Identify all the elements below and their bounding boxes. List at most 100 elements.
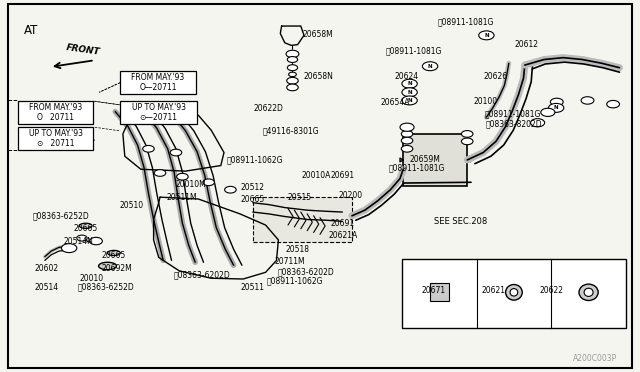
Circle shape	[479, 31, 494, 40]
Text: AT: AT	[24, 24, 38, 37]
Text: ⊙—20711: ⊙—20711	[140, 113, 178, 122]
Circle shape	[402, 96, 417, 105]
Circle shape	[422, 62, 438, 71]
Text: 20010: 20010	[79, 274, 104, 283]
Circle shape	[143, 145, 154, 152]
Text: N: N	[428, 64, 433, 69]
Text: Ⓝ08363-6202D: Ⓝ08363-6202D	[174, 271, 230, 280]
Text: 20665: 20665	[102, 251, 126, 260]
Text: Ⓝ08363-6252D: Ⓝ08363-6252D	[78, 283, 134, 292]
Text: N: N	[554, 105, 559, 110]
Text: Ⓝ08363-6202D: Ⓝ08363-6202D	[278, 267, 334, 276]
Circle shape	[461, 131, 473, 137]
Circle shape	[90, 237, 102, 245]
Text: N: N	[407, 90, 412, 95]
Ellipse shape	[108, 250, 120, 256]
Text: 20665: 20665	[240, 195, 264, 204]
Text: 20658N: 20658N	[304, 72, 333, 81]
Circle shape	[289, 72, 296, 77]
Ellipse shape	[506, 285, 522, 300]
Text: ⊙   20711: ⊙ 20711	[37, 139, 74, 148]
Circle shape	[154, 170, 166, 176]
Circle shape	[401, 137, 413, 144]
Text: Ⓚ08911-1081G: Ⓚ08911-1081G	[438, 17, 494, 26]
Circle shape	[225, 186, 236, 193]
Text: 20518: 20518	[285, 245, 310, 254]
Text: UP TO MAY.'93: UP TO MAY.'93	[29, 129, 83, 138]
Circle shape	[402, 79, 417, 88]
Circle shape	[541, 108, 555, 116]
Circle shape	[401, 131, 413, 137]
Circle shape	[607, 100, 620, 108]
Circle shape	[203, 179, 214, 186]
Circle shape	[287, 84, 298, 91]
Text: 20515: 20515	[287, 193, 312, 202]
Text: FROM MAY.'93: FROM MAY.'93	[29, 103, 83, 112]
Text: 20691: 20691	[331, 219, 355, 228]
Text: Ⓚ08911-1081G: Ⓚ08911-1081G	[388, 164, 445, 173]
Text: Ⓚ08911-1081G: Ⓚ08911-1081G	[485, 109, 541, 118]
Bar	[403, 134, 467, 186]
Bar	[18, 101, 93, 124]
Text: N: N	[484, 33, 489, 38]
Ellipse shape	[79, 223, 92, 228]
Bar	[402, 259, 626, 328]
Bar	[253, 197, 352, 242]
Bar	[18, 127, 93, 150]
Text: Ⓚ08911-1081G: Ⓚ08911-1081G	[386, 47, 442, 56]
Text: UP TO MAY.'93: UP TO MAY.'93	[132, 103, 186, 112]
Text: 20511M: 20511M	[166, 193, 197, 202]
Circle shape	[400, 123, 414, 131]
Text: A200C003P: A200C003P	[573, 354, 618, 363]
Text: 20511: 20511	[240, 283, 264, 292]
Text: FROM MAY.'93: FROM MAY.'93	[131, 73, 185, 82]
Circle shape	[287, 77, 298, 84]
Text: O—20711: O—20711	[140, 83, 177, 92]
Text: 20100: 20100	[473, 97, 497, 106]
Text: N: N	[407, 81, 412, 86]
Text: 20658M: 20658M	[303, 31, 333, 39]
Circle shape	[548, 103, 564, 112]
Text: SEE SEC.208: SEE SEC.208	[434, 217, 487, 226]
Text: 20659M: 20659M	[410, 155, 440, 164]
Text: 20010A: 20010A	[301, 171, 331, 180]
Text: 20510: 20510	[120, 201, 144, 210]
Text: Ⓝ08363-6252D: Ⓝ08363-6252D	[33, 211, 90, 220]
Ellipse shape	[99, 262, 116, 270]
Bar	[120, 101, 197, 124]
Circle shape	[550, 98, 563, 106]
Text: Ⓛ49116-8301G: Ⓛ49116-8301G	[263, 126, 319, 135]
Text: 20711M: 20711M	[275, 257, 305, 266]
Text: 20691: 20691	[331, 171, 355, 180]
Text: 20624: 20624	[395, 72, 419, 81]
Circle shape	[287, 65, 298, 71]
Circle shape	[287, 57, 298, 62]
Text: 20654A: 20654A	[381, 98, 410, 107]
Circle shape	[77, 235, 87, 241]
Circle shape	[170, 149, 182, 156]
Text: 20626: 20626	[484, 72, 508, 81]
Text: O   20711: O 20711	[37, 113, 74, 122]
Text: 20512: 20512	[240, 183, 264, 192]
Bar	[120, 71, 196, 94]
Text: Ⓚ08911-1062G: Ⓚ08911-1062G	[227, 155, 283, 164]
Text: Ⓚ08911-1062G: Ⓚ08911-1062G	[266, 277, 323, 286]
Text: N: N	[407, 98, 412, 103]
Circle shape	[177, 173, 188, 180]
Circle shape	[286, 50, 299, 58]
Circle shape	[581, 97, 594, 104]
Text: 20671: 20671	[422, 286, 446, 295]
Text: 20010M: 20010M	[175, 180, 206, 189]
Text: 20692M: 20692M	[101, 264, 132, 273]
Text: 20622D: 20622D	[254, 104, 284, 113]
Text: 20200: 20200	[339, 191, 363, 200]
Circle shape	[461, 138, 473, 145]
Text: 20621: 20621	[481, 286, 506, 295]
Ellipse shape	[579, 284, 598, 301]
Text: 20612: 20612	[514, 40, 538, 49]
Text: 20602: 20602	[34, 264, 58, 273]
Circle shape	[61, 244, 77, 253]
Text: 20621A: 20621A	[328, 231, 358, 240]
Text: FRONT: FRONT	[66, 43, 100, 57]
Text: Ⓝ08363-8202D: Ⓝ08363-8202D	[486, 119, 542, 128]
